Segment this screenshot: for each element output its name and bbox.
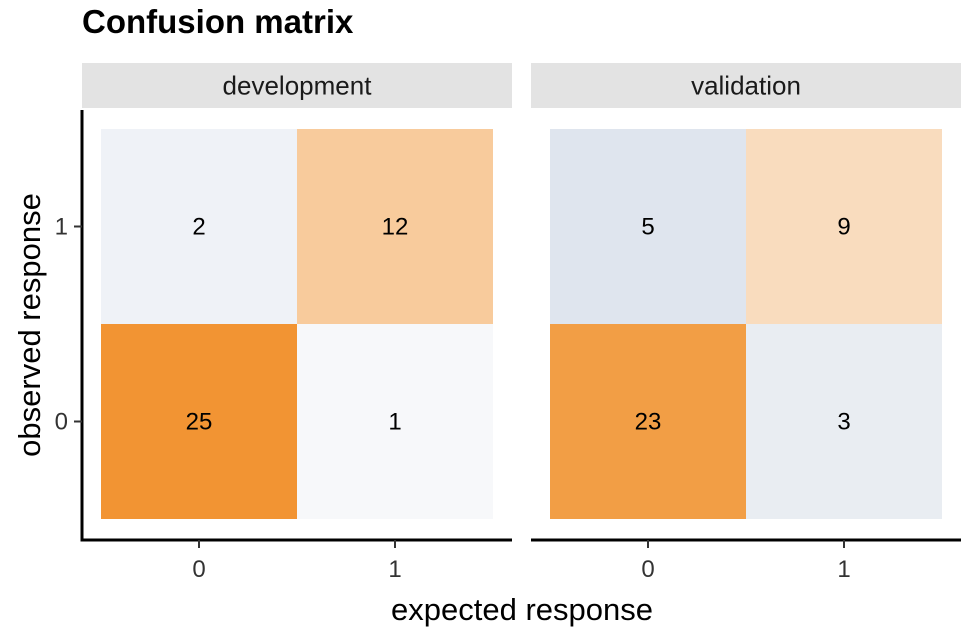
facet-strip-validation <box>531 63 961 108</box>
cell-value-label-development-0-1: 2 <box>192 214 205 241</box>
cell-value-label-validation-1-1: 9 <box>837 214 850 241</box>
heatmap-cell-validation-1-0 <box>746 324 942 519</box>
y-tick-label-1: 1 <box>55 214 68 241</box>
y-tick-label-0: 0 <box>55 409 68 436</box>
cell-value-label-development-1-0: 1 <box>388 409 401 436</box>
facet-panels: development 2 12 25 1 0 1 0 1 validation 5 9 23 3 0 1 <box>55 63 961 583</box>
x-tick-label-validation-1: 1 <box>837 556 850 583</box>
cell-value-label-development-0-0: 25 <box>186 409 213 436</box>
cell-value-label-validation-0-0: 23 <box>635 409 662 436</box>
x-tick-label-development-1: 1 <box>388 556 401 583</box>
chart-title: Confusion matrix <box>82 3 354 40</box>
facet-strip-label-development: development <box>223 71 373 101</box>
panel-validation: validation 5 9 23 3 0 1 <box>531 63 961 583</box>
x-tick-label-development-0: 0 <box>192 556 205 583</box>
facet-strip-development <box>82 63 512 108</box>
heatmap-cell-validation-0-0 <box>550 324 746 519</box>
x-tick-label-validation-0: 0 <box>641 556 654 583</box>
heatmap-cell-development-0-1 <box>101 129 297 324</box>
heatmap-cell-development-1-1 <box>297 129 493 324</box>
heatmap-cell-development-0-0 <box>101 324 297 519</box>
cell-value-label-validation-1-0: 3 <box>837 409 850 436</box>
cell-value-label-validation-0-1: 5 <box>641 214 654 241</box>
y-axis-title: observed response <box>12 193 47 457</box>
heatmap-cell-development-1-0 <box>297 324 493 519</box>
panel-development: development 2 12 25 1 0 1 0 1 <box>55 63 512 583</box>
heatmap-cell-validation-0-1 <box>550 129 746 324</box>
facet-strip-label-validation: validation <box>691 71 801 101</box>
heatmap-cell-validation-1-1 <box>746 129 942 324</box>
x-axis-title: expected response <box>391 592 653 627</box>
cell-value-label-development-1-1: 12 <box>382 214 409 241</box>
